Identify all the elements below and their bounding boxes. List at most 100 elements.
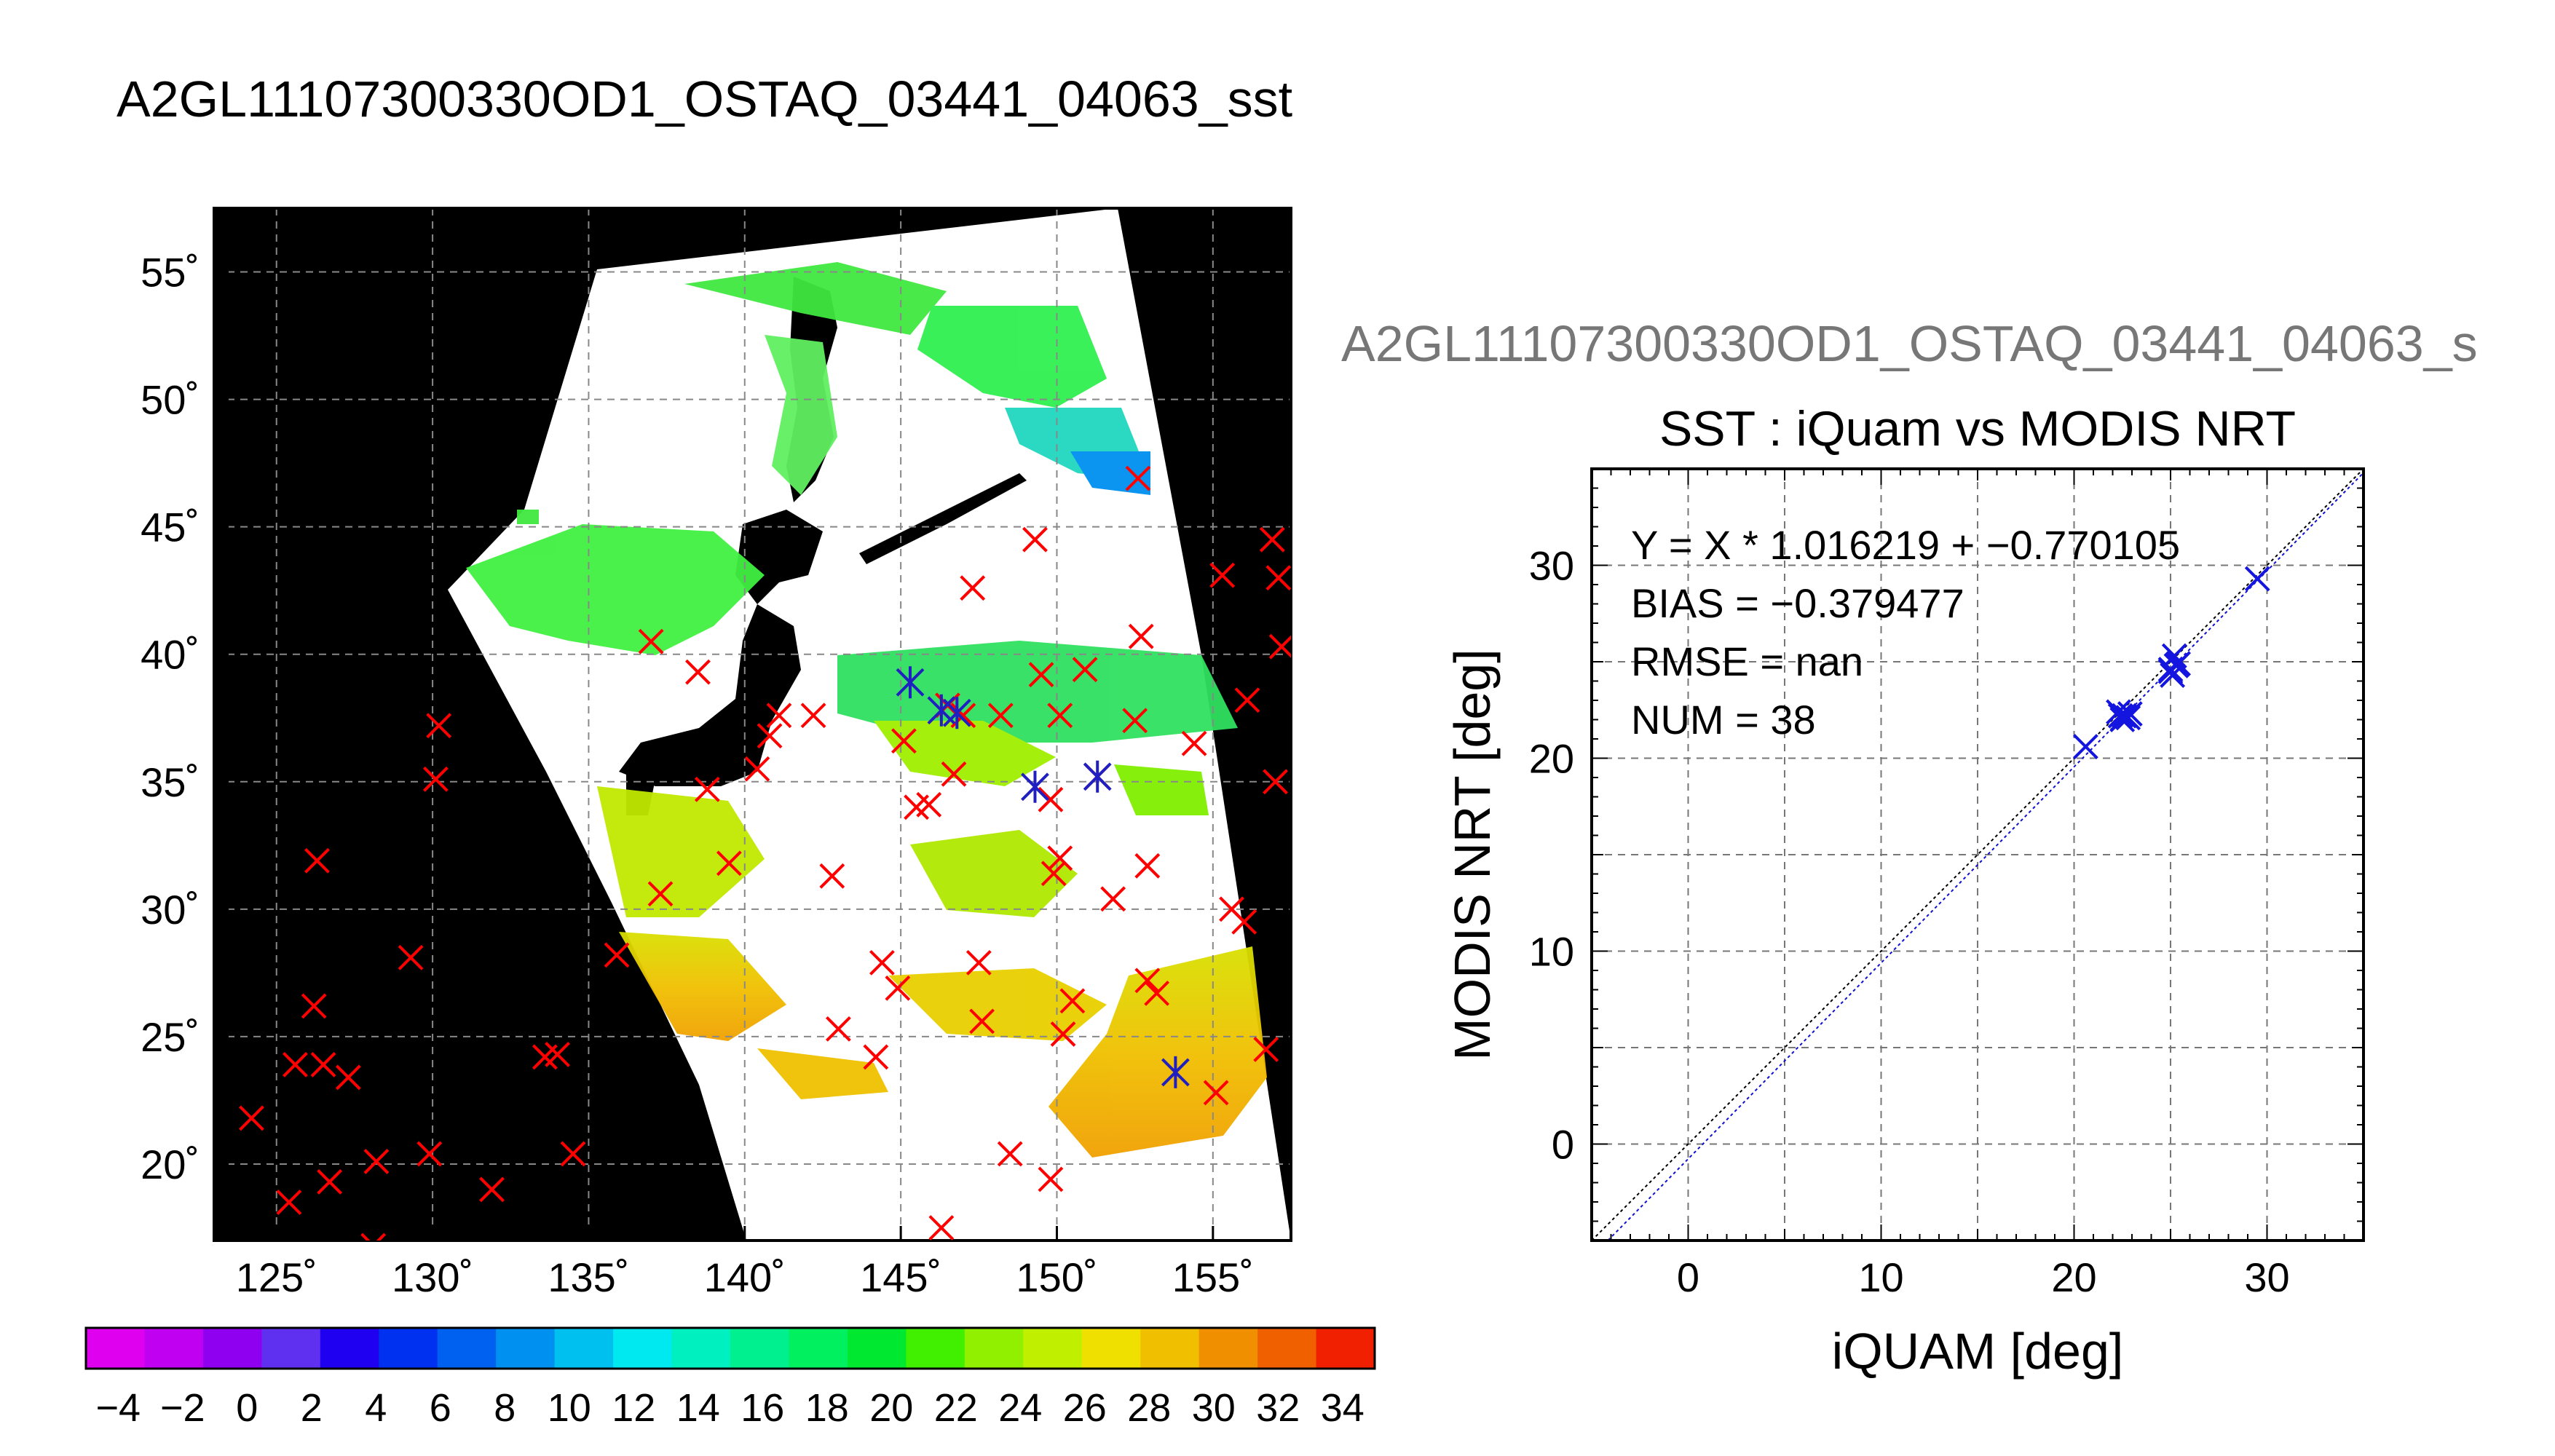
map-marker-red (1047, 703, 1073, 729)
map-marker-red (1072, 657, 1098, 683)
colorbar-tick-label: 6 (430, 1386, 451, 1430)
colorbar-tick-label: 24 (998, 1386, 1042, 1430)
colorbar-tick-label: 20 (869, 1386, 913, 1430)
map-marker-red (647, 881, 674, 907)
map-marker-red (301, 993, 327, 1019)
map-marker-red (1122, 708, 1148, 734)
main-title: A2GL11107300330OD1_OSTAQ_03441_04063_sst (117, 71, 1292, 127)
map-marker-red (950, 703, 976, 729)
identity-line (1592, 469, 2364, 1241)
colorbar-tick-label: 12 (612, 1386, 655, 1430)
map-marker-red (317, 1169, 343, 1195)
colorbar-tick-label: 2 (301, 1386, 323, 1430)
scatter-point (2157, 658, 2184, 684)
colorbar-frame (84, 1326, 1376, 1370)
scatter-annotation: NUM = 38 (1631, 697, 1816, 743)
map-marker-red (416, 1141, 443, 1167)
colorbar-tick-label: 26 (1063, 1386, 1107, 1430)
map-y-axis: 55˚ 50˚ 45˚ 40˚ 35˚ 30˚ 25˚ 20˚ (141, 250, 229, 1187)
map-marker-red (363, 1149, 390, 1174)
map-marker-red (800, 703, 826, 729)
scatter-annotation: RMSE = nan (1631, 638, 1863, 684)
scatter-annotations: Y = X * 1.016219 + −0.770105 BIAS = −0.37… (1631, 522, 2180, 743)
map-marker-red (969, 1008, 995, 1034)
colorbar-swatch (789, 1328, 848, 1369)
regression-line (1606, 472, 2364, 1241)
map-marker-red (885, 975, 911, 1001)
scatter-point (2107, 703, 2133, 729)
scatter-x-axis: 0 10 20 30 (1591, 469, 2364, 1300)
map-marker-red (560, 1141, 586, 1167)
map-y-tick-label: 25˚ (141, 1014, 200, 1060)
colorbar-tick-label: 28 (1127, 1386, 1171, 1430)
colorbar-swatch (261, 1328, 321, 1369)
map-marker-red (819, 863, 845, 889)
colorbar: −4 −2 0 2 4 6 8 10 12 14 16 18 20 22 24 26 28 30 32 34 (84, 1326, 1376, 1430)
map-y-tick-label: 30˚ (141, 887, 200, 933)
map-y-tick-label: 45˚ (141, 505, 200, 550)
colorbar-swatch (1198, 1328, 1258, 1369)
map-marker-red (1125, 465, 1151, 491)
map-marker-red (426, 713, 452, 739)
scatter-ylabel: MODIS NRT [deg] (1444, 649, 1501, 1060)
scatter-point (2244, 566, 2270, 592)
colorbar-swatch (613, 1328, 673, 1369)
map-gridlines (214, 208, 1291, 1241)
map-marker-red (239, 1105, 264, 1131)
map-marker-red (310, 1052, 336, 1077)
map-marker-red (398, 944, 424, 970)
map-marker-red (1234, 687, 1260, 713)
scatter-y-tick-label: 10 (1529, 929, 1574, 975)
colorbar-swatch (906, 1328, 965, 1369)
land-honshu (619, 604, 801, 786)
colorbar-swatch (1023, 1328, 1083, 1369)
map-marker-red (1134, 968, 1161, 994)
colorbar-swatch (320, 1328, 379, 1369)
map-marker-red (1181, 730, 1207, 756)
colorbar-swatch (1081, 1328, 1141, 1369)
map-marker-red (694, 776, 720, 802)
map-marker-red (916, 791, 942, 818)
map-marker-red (987, 703, 1014, 729)
colorbar-swatch (730, 1328, 789, 1369)
map-markers (239, 465, 1291, 1241)
scatter-x-tick-label: 10 (1858, 1254, 1903, 1300)
colorbar-tick-label: 22 (934, 1386, 978, 1430)
scatter-x-tick-label: 30 (2244, 1254, 2289, 1300)
scatter-annotation: Y = X * 1.016219 + −0.770105 (1631, 522, 2180, 568)
map-x-tick-label: 130˚ (392, 1254, 473, 1300)
map-y-tick-label: 35˚ (141, 759, 200, 805)
colorbar-tick-label: 32 (1256, 1386, 1300, 1430)
colorbar-tick-label: −4 (95, 1386, 141, 1430)
map-marker-red (1209, 562, 1236, 588)
map-marker-red (928, 1215, 955, 1241)
colorbar-tick-label: −2 (160, 1386, 205, 1430)
sst-map: 125˚ 130˚ 135˚ 140˚ 145˚ 150˚ 155˚ 55˚ 50˚ 45˚ 40… (141, 207, 1292, 1300)
colorbar-swatch (1257, 1328, 1317, 1369)
map-y-tick-label: 20˚ (141, 1142, 200, 1187)
colorbar-swatch (671, 1328, 731, 1369)
map-marker-red (941, 761, 967, 787)
map-marker-red (1203, 1080, 1229, 1106)
map-marker-red (283, 1052, 308, 1077)
map-marker-red (360, 1233, 387, 1241)
map-marker-red (1134, 852, 1161, 879)
map-marker-red (863, 1044, 889, 1070)
map-marker-red (335, 1064, 361, 1091)
colorbar-tick-label: 30 (1192, 1386, 1236, 1430)
map-marker-red (965, 949, 992, 976)
scatter-x-tick-label: 20 (2051, 1254, 2096, 1300)
colorbar-swatch (1316, 1328, 1375, 1369)
scatter-y-axis: 0 10 20 30 (1529, 468, 2364, 1241)
colorbar-swatch (202, 1328, 262, 1369)
map-marker-red (744, 756, 770, 782)
map-marker-red (1059, 988, 1086, 1014)
scatter-figure-title: A2GL11107300330OD1_OSTAQ_03441_04063_s (1341, 315, 2478, 372)
map-marker-blue (896, 666, 925, 699)
scatter-y-tick-label: 30 (1529, 543, 1574, 589)
map-x-tick-label: 145˚ (860, 1254, 941, 1300)
map-marker-red (716, 850, 742, 877)
map-marker-blue (1021, 770, 1049, 803)
colorbar-swatch (437, 1328, 497, 1369)
map-marker-red (1022, 526, 1048, 553)
